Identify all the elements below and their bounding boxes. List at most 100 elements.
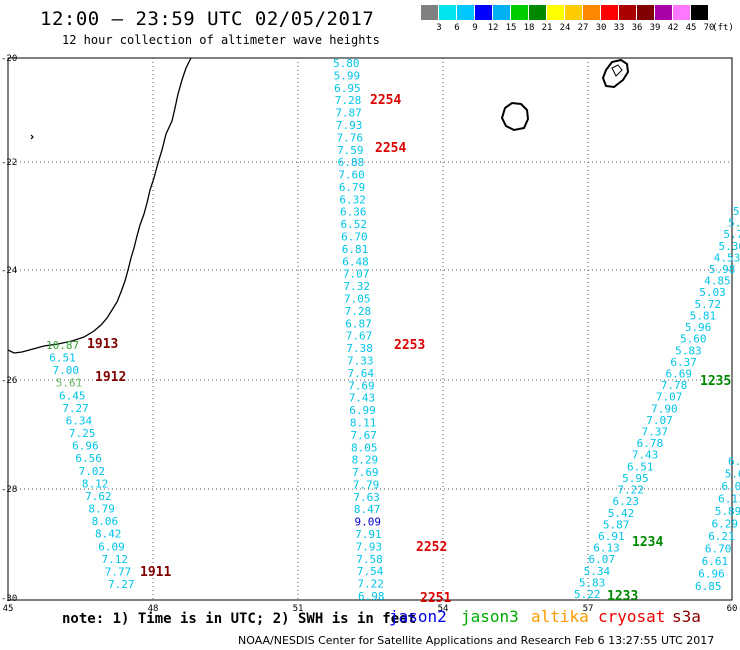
- wave-height-value: 7.62: [85, 490, 112, 503]
- wave-height-value: 7.43: [349, 392, 376, 405]
- wave-height-value: 5.36: [719, 240, 740, 253]
- wave-height-value: 5.99: [334, 69, 361, 82]
- wave-height-value: 7.93: [336, 119, 363, 132]
- pass-time-label: 1234: [632, 535, 663, 550]
- wave-height-value: 7.64: [348, 367, 375, 380]
- longitude-tick-label: 45: [3, 604, 14, 614]
- wave-height-value: 6.0: [728, 455, 740, 468]
- wave-height-value: 5.37: [728, 217, 740, 230]
- wave-height-value: 7.12: [101, 553, 128, 566]
- wave-height-value: 5.78: [723, 228, 740, 241]
- scale-unit-label: (ft): [712, 23, 734, 33]
- longitude-tick-label: 54: [438, 604, 449, 614]
- wave-height-value: 6.79: [339, 181, 366, 194]
- wave-height-value: 7.05: [344, 293, 371, 306]
- latitude-tick-label: -28: [1, 485, 17, 495]
- scale-label: 70: [703, 23, 715, 33]
- wave-height-value: 5.5: [733, 205, 740, 218]
- wave-height-value: 5.6: [725, 468, 740, 481]
- scale-swatch: [439, 5, 456, 20]
- scale-label: 21: [541, 23, 553, 33]
- wave-height-value: 6.52: [341, 218, 368, 231]
- scale-swatch: [601, 5, 618, 20]
- wave-height-value: 5.81: [690, 309, 717, 322]
- wave-height-value: 7.78: [661, 379, 688, 392]
- scale-label: 15: [505, 23, 517, 33]
- pass-time-label: 1235: [700, 374, 731, 389]
- wave-height-value: 6.87: [345, 317, 372, 330]
- longitude-tick-label: 51: [293, 604, 304, 614]
- satellite-legend-item: jason3: [461, 607, 519, 626]
- wave-height-value: 6.70: [705, 543, 732, 556]
- wave-height-value: 7.79: [353, 478, 380, 491]
- wave-height-value: 7.27: [108, 578, 135, 591]
- pass-time-label: 2251: [420, 591, 451, 606]
- wave-height-value: 5.60: [680, 333, 707, 346]
- wave-height-value: 5.03: [699, 286, 726, 299]
- wave-height-value: 5.83: [675, 344, 702, 357]
- satellite-legend-item: altika: [531, 607, 589, 626]
- wave-height-value: 7.07: [656, 391, 683, 404]
- wave-height-value: 7.07: [646, 414, 673, 427]
- pass-time-label: 2254: [375, 141, 406, 156]
- wave-height-value: 7.67: [350, 429, 377, 442]
- wave-height-value: 6.48: [342, 255, 369, 268]
- wave-height-value: 7.77: [105, 565, 132, 578]
- wave-height-value: 7.28: [345, 305, 372, 318]
- wave-height-value: 6.81: [342, 243, 369, 256]
- wave-height-value: 6.96: [698, 568, 725, 581]
- wave-height-value: 7.38: [346, 342, 373, 355]
- wave-height-value: 7.67: [346, 330, 373, 343]
- wave-height-value: 8.79: [88, 503, 115, 516]
- wave-height-value: 6.36: [340, 206, 367, 219]
- satellite-legend-item: s3a: [672, 607, 701, 626]
- wave-height-value: 5.98: [709, 263, 736, 276]
- wave-height-value: 6.45: [59, 389, 85, 402]
- scale-label: 42: [667, 23, 679, 33]
- wave-height-value: 8.42: [95, 528, 122, 541]
- wave-height-value: 5.61: [56, 377, 83, 390]
- wave-height-value: 6.13: [593, 542, 620, 555]
- wave-height-value: 6.34: [66, 414, 93, 427]
- map-subtitle: 12 hour collection of altimeter wave hei…: [62, 33, 380, 47]
- wave-height-value: 6.88: [338, 156, 365, 169]
- wave-height-value: 6.91: [598, 530, 625, 543]
- wave-height-value: 10.87: [46, 339, 79, 352]
- wave-height-value: 6.78: [637, 437, 664, 450]
- wave-height-value: 5.83: [579, 576, 606, 589]
- wave-height-value: 5.80: [333, 57, 360, 70]
- longitude-tick-label: 48: [148, 604, 159, 614]
- wave-height-value: 6.85: [695, 580, 722, 593]
- wave-height-value: 6.99: [349, 404, 376, 417]
- pass-time-label: 2253: [394, 338, 425, 353]
- wave-height-value: 6.56: [75, 452, 102, 465]
- wave-height-value: 7.33: [347, 354, 374, 367]
- wave-height-value: 6.69: [666, 367, 693, 380]
- wave-height-value: 7.91: [355, 528, 382, 541]
- wave-height-value: 7.28: [335, 94, 362, 107]
- wave-height-value: 6.95: [334, 82, 361, 95]
- wave-height-value: 5.22: [574, 588, 601, 601]
- wave-height-value: 7.27: [62, 402, 89, 415]
- wave-height-value: 7.02: [79, 465, 106, 478]
- scale-label: 30: [595, 23, 607, 33]
- altimeter-tracks: 5.805.996.957.287.877.937.767.596.887.60…: [46, 57, 740, 603]
- longitude-tick-label: 57: [583, 604, 594, 614]
- scale-swatch: [421, 5, 438, 20]
- latitude-tick-label: -30: [1, 594, 17, 604]
- wave-height-value: 6.09: [98, 540, 125, 553]
- map-frame: [7, 57, 733, 601]
- wave-height-value: 6.29: [712, 518, 739, 531]
- map-title: 12:00 — 23:59 UTC 02/05/2017: [40, 8, 375, 30]
- islet-shape: [30, 134, 34, 140]
- pass-time-label: 1912: [95, 370, 126, 385]
- wave-height-value: 7.76: [336, 131, 363, 144]
- wave-height-value: 6.23: [613, 495, 640, 508]
- scale-swatch: [637, 5, 654, 20]
- pass-time-labels: 2254 2254 2253 2252 2251 1913 1912 1911 1235 1234…: [87, 93, 731, 606]
- wave-height-value: 7.25: [69, 427, 96, 440]
- pass-time-label: 2254: [370, 93, 401, 108]
- scale-label: 33: [613, 23, 625, 33]
- wave-height-value: 7.59: [337, 144, 364, 157]
- credit-line: NOAA/NESDIS Center for Satellite Applica…: [238, 634, 715, 647]
